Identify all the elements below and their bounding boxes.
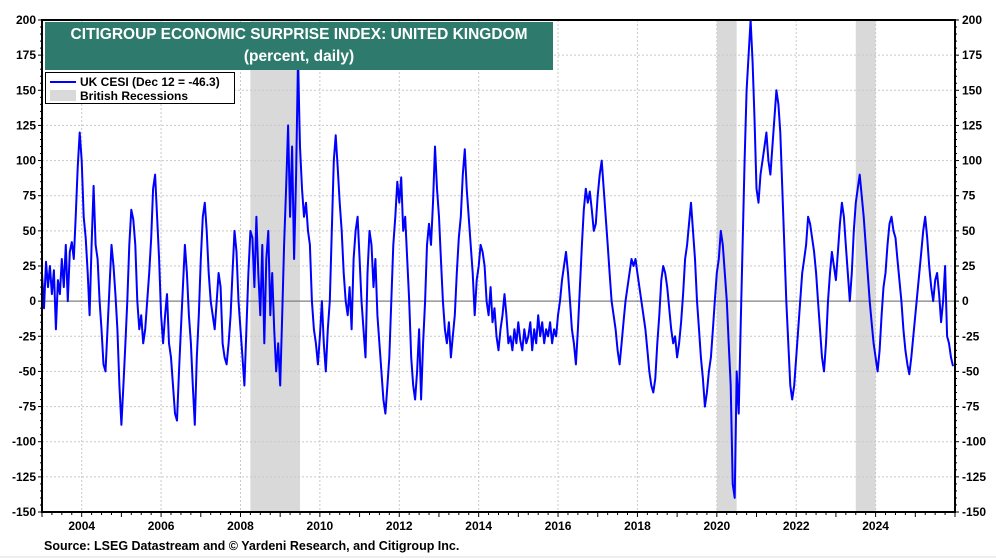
y-tick-label-right: 25 [962, 259, 976, 273]
legend-label-recessions: British Recessions [80, 89, 189, 103]
x-tick-label: 2018 [624, 519, 651, 533]
y-tick-label-left: 50 [23, 224, 37, 238]
y-tick-label-left: -100 [12, 435, 36, 449]
y-tick-label-right: -50 [962, 364, 980, 378]
legend-recession-swatch [50, 90, 76, 101]
chart-title-line1: CITIGROUP ECONOMIC SURPRISE INDEX: UNITE… [70, 26, 528, 43]
y-tick-label-right: 125 [962, 118, 982, 132]
y-tick-label-right: 50 [962, 224, 976, 238]
y-tick-label-right: -75 [962, 400, 980, 414]
y-tick-label-right: 75 [962, 189, 976, 203]
y-tick-label-right: 100 [962, 154, 982, 168]
y-tick-label-right: 200 [962, 13, 982, 27]
y-tick-label-right: -100 [962, 435, 986, 449]
y-tick-label-right: -25 [962, 329, 980, 343]
chart-title: CITIGROUP ECONOMIC SURPRISE INDEX: UNITE… [45, 22, 553, 70]
x-tick-label: 2022 [783, 519, 810, 533]
legend-item-uk-cesi: UK CESI (Dec 12 = -46.3) [50, 75, 230, 89]
recession-band [855, 20, 876, 512]
y-tick-label-left: 175 [16, 48, 36, 62]
y-tick-label-left: 25 [23, 259, 37, 273]
x-tick-label: 2024 [862, 519, 889, 533]
x-tick-label: 2004 [68, 519, 95, 533]
y-tick-label-right: -125 [962, 470, 986, 484]
y-tick-label-right: 175 [962, 48, 982, 62]
x-tick-label: 2010 [307, 519, 334, 533]
y-tick-label-left: -125 [12, 470, 36, 484]
x-tick-label: 2020 [703, 519, 730, 533]
x-tick-label: 2006 [148, 519, 175, 533]
y-tick-label-left: -50 [19, 364, 37, 378]
legend: UK CESI (Dec 12 = -46.3) British Recessi… [45, 72, 235, 104]
x-tick-label: 2008 [227, 519, 254, 533]
axes: 200 200 175 175 150 150 125 125 100 100 75 75 50 50 25… [12, 13, 986, 533]
legend-label-uk-cesi: UK CESI (Dec 12 = -46.3) [80, 75, 220, 89]
y-tick-label-left: -150 [12, 505, 36, 519]
y-tick-label-left: 75 [23, 189, 37, 203]
uk-cesi-line [41, 19, 954, 499]
x-tick-label: 2016 [545, 519, 572, 533]
y-tick-label-left: 200 [16, 13, 36, 27]
bottom-strip [0, 556, 996, 558]
y-tick-label-right: 0 [962, 294, 969, 308]
y-tick-label-left: -25 [19, 329, 37, 343]
legend-line-swatch [50, 81, 76, 83]
legend-item-recessions: British Recessions [50, 89, 230, 103]
x-tick-label: 2012 [386, 519, 413, 533]
y-tick-label-left: -75 [19, 400, 37, 414]
y-tick-label-left: 0 [29, 294, 36, 308]
y-tick-label-left: 125 [16, 118, 36, 132]
source-note: Source: LSEG Datastream and © Yardeni Re… [44, 539, 460, 553]
x-tick-label: 2014 [465, 519, 492, 533]
y-tick-label-left: 100 [16, 154, 36, 168]
y-tick-label-right: 150 [962, 83, 982, 97]
y-tick-label-right: -150 [962, 505, 986, 519]
y-tick-label-left: 150 [16, 83, 36, 97]
chart-subtitle: (percent, daily) [243, 48, 355, 65]
